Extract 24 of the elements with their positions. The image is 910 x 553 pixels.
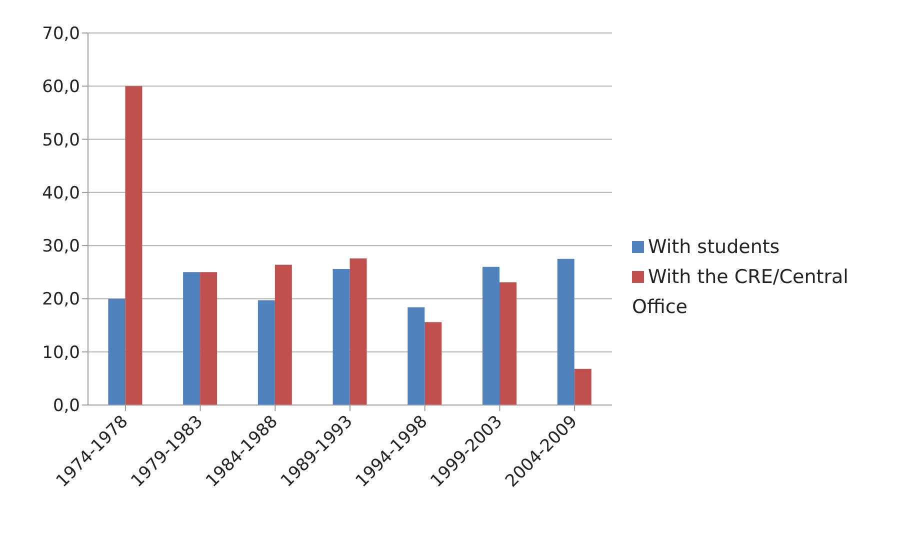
y-tick-label: 70,0 <box>42 24 80 44</box>
bar <box>200 272 218 405</box>
bar <box>574 368 592 405</box>
y-tick-label: 20,0 <box>42 290 80 310</box>
bar <box>408 307 425 405</box>
bar <box>350 258 367 405</box>
y-tick-label: 10,0 <box>42 342 80 363</box>
y-tick-label: 60,0 <box>42 77 80 98</box>
bar <box>125 86 142 405</box>
bar <box>274 264 292 405</box>
y-tick-label: 30,0 <box>42 236 80 257</box>
bar <box>499 282 516 405</box>
bar <box>557 258 574 405</box>
legend-label: With students <box>648 236 780 258</box>
bar <box>258 300 275 405</box>
bar <box>108 298 126 405</box>
y-tick-label: 0,0 <box>52 396 80 416</box>
bar <box>332 268 350 405</box>
legend-label: With the CRE/Central Office <box>632 266 848 318</box>
bar <box>183 272 200 405</box>
y-tick-label: 40,0 <box>42 183 80 204</box>
y-tick-label: 50,0 <box>42 130 80 150</box>
bar <box>482 266 500 405</box>
bar <box>424 322 442 405</box>
